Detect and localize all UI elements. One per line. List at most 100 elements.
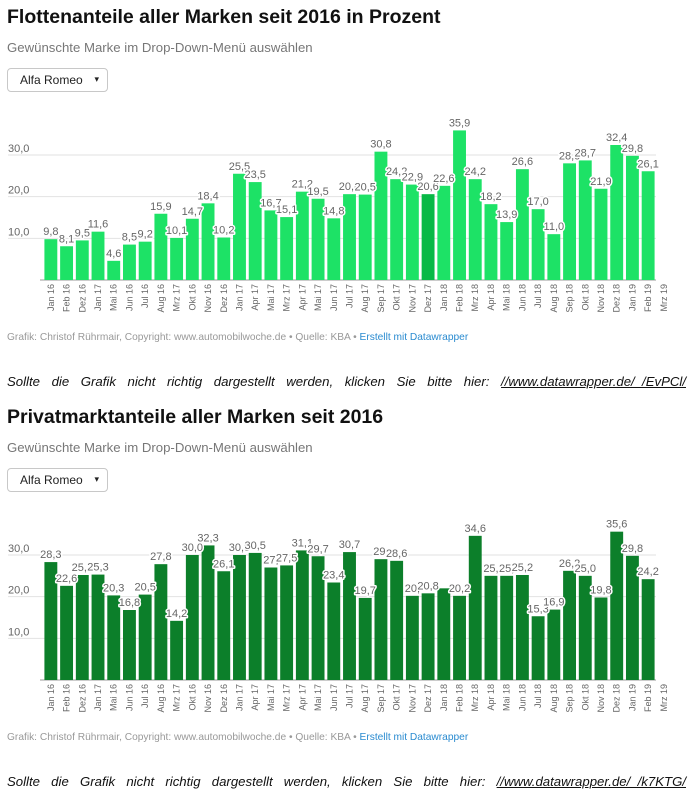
bar (60, 246, 74, 280)
bar-value-label: 17,0 (527, 196, 548, 208)
bar (264, 567, 278, 680)
x-tick-label: Okt 16 (187, 684, 197, 711)
bar (625, 555, 639, 680)
x-tick-label: Dez 17 (423, 284, 433, 313)
chart-credit: Grafik: Christof Rührmair, Copyright: ww… (7, 332, 468, 343)
private-share-bar-chart: 10,020,030,028,322,625,225,320,316,820,5… (8, 517, 669, 713)
bar-value-label: 11,0 (544, 221, 565, 233)
x-tick-label: Mrz 17 (172, 284, 182, 312)
x-tick-label: Okt 16 (187, 284, 197, 311)
bar-value-label: 25,3 (87, 562, 108, 574)
bar-value-label: 20,2 (449, 583, 470, 595)
chevron-down-icon: ▾ (94, 74, 99, 84)
bar-value-label: 35,6 (606, 519, 627, 531)
bar-value-label: 24,2 (386, 166, 407, 178)
x-tick-label: Mai 16 (109, 684, 119, 711)
bar-value-label: 11,6 (88, 219, 109, 231)
bar (421, 194, 435, 280)
bar-value-label: 26,6 (512, 156, 533, 168)
bar-value-label: 26,1 (637, 158, 658, 170)
x-tick-label: Nov 18 (596, 284, 606, 313)
chart-title: Flottenanteile aller Marken seit 2016 in… (7, 6, 441, 28)
y-tick-label: 20,0 (8, 185, 29, 197)
bar-value-label: 30,0 (182, 542, 203, 554)
x-tick-label: Jan 17 (234, 684, 244, 711)
datawrapper-link[interactable]: Erstellt mit Datawrapper (359, 332, 469, 343)
brand-select[interactable]: Alfa Romeo ▾ (7, 68, 108, 92)
bar-value-label: 31,1 (292, 537, 313, 549)
bar-value-label: 34,6 (465, 523, 486, 535)
chart-subtitle: Gewünschte Marke im Drop-Down-Menü auswä… (7, 40, 313, 55)
bar-value-label: 25, (483, 563, 498, 575)
x-tick-label: Mai 18 (502, 684, 512, 711)
x-tick-label: Aug 18 (549, 684, 559, 713)
bar (201, 203, 215, 280)
x-tick-label: Nov 17 (407, 284, 417, 313)
bar-value-label: 8,5 (122, 232, 137, 244)
bar (123, 610, 136, 680)
x-tick-label: Mrz 18 (470, 284, 480, 312)
fallback-note-text: Sollte die Grafik nicht richtig dargeste… (7, 774, 497, 789)
bar (327, 218, 341, 280)
brand-select-value: Alfa Romeo (20, 73, 83, 87)
bar (610, 145, 624, 280)
x-tick-label: Apr 17 (297, 684, 307, 711)
brand-select[interactable]: Alfa Romeo ▾ (7, 468, 108, 492)
x-tick-label: Jun 18 (517, 284, 527, 311)
credit-text: Grafik: Christof Rührmair, Copyright: ww… (7, 332, 360, 343)
bar (138, 594, 152, 680)
x-tick-label: Jan 17 (93, 284, 103, 311)
bar (374, 151, 388, 280)
x-tick-label: Mai 17 (266, 284, 276, 311)
bar (170, 620, 184, 680)
x-tick-label: Dez 18 (612, 684, 622, 713)
bar (217, 237, 231, 280)
bar-value-label: 20,5 (355, 182, 376, 194)
bar-value-label: 15,9 (150, 201, 171, 213)
bar-value-label: 14,7 (182, 206, 203, 218)
bar-value-label: 4,6 (106, 248, 121, 260)
bar-value-label: 14,8 (323, 205, 344, 217)
bar (217, 571, 231, 680)
fallback-link[interactable]: //www.datawrapper.de/_/k7KTG/ (496, 774, 686, 789)
x-tick-label: Sep 18 (565, 284, 575, 313)
x-tick-label: Jan 17 (93, 684, 103, 711)
fallback-link[interactable]: //www.datawrapper.de/_/EvPCl/ (501, 374, 686, 389)
bar-value-label: 29,8 (622, 143, 643, 155)
bar-value-label: 16,8 (119, 597, 140, 609)
x-tick-label: Jan 16 (46, 684, 56, 711)
bar-value-label: 8,1 (59, 233, 74, 245)
y-tick-label: 10,0 (8, 226, 29, 238)
bar-value-label: 22,9 (402, 172, 423, 184)
bar (531, 209, 545, 280)
x-tick-label: Aug 17 (360, 684, 370, 713)
bar (594, 597, 608, 680)
bar-value-label: 27,5 (276, 552, 297, 564)
x-tick-label: Aug 18 (549, 284, 559, 313)
bar (594, 188, 608, 280)
bar (578, 575, 592, 680)
bar (311, 198, 325, 280)
bar (280, 565, 294, 680)
bar (468, 535, 482, 680)
bar (468, 179, 482, 280)
bar-value-label: 32,3 (197, 532, 218, 544)
bar-value-label: 19,7 (355, 585, 376, 597)
x-tick-label: Apr 17 (250, 684, 260, 711)
bar (547, 234, 561, 280)
bar (311, 556, 325, 680)
chart-subtitle: Gewünschte Marke im Drop-Down-Menü auswä… (7, 440, 313, 455)
x-tick-label: Jun 16 (124, 284, 134, 311)
datawrapper-link[interactable]: Erstellt mit Datawrapper (359, 732, 469, 743)
x-tick-label: Dez 16 (77, 284, 87, 313)
x-tick-label: Feb 18 (455, 284, 465, 312)
x-tick-label: Mai 17 (313, 284, 323, 311)
bar (91, 574, 105, 680)
x-tick-label: Apr 18 (486, 284, 496, 311)
bar-value-label: 20,6 (339, 181, 360, 193)
x-tick-label: Jul 16 (140, 284, 150, 308)
bar (343, 194, 356, 280)
bar-value-label: 21,2 (292, 179, 313, 191)
y-tick-label: 20,0 (8, 585, 29, 597)
bar-value-label: 15,1 (276, 204, 297, 216)
